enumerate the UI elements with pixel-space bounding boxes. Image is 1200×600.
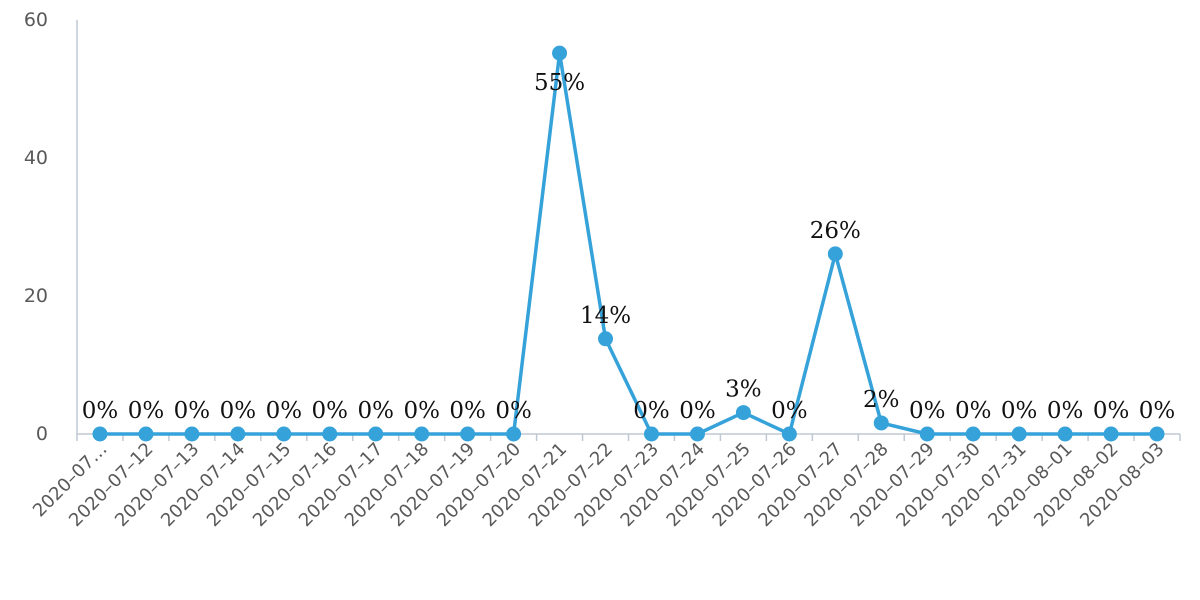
data-point xyxy=(92,426,108,442)
data-label: 0% xyxy=(128,398,165,424)
y-tick-label: 60 xyxy=(24,9,48,31)
data-point xyxy=(276,426,292,442)
data-point xyxy=(827,246,843,262)
data-label: 0% xyxy=(449,398,486,424)
data-point xyxy=(598,331,614,347)
y-tick-label: 0 xyxy=(36,423,48,445)
data-label: 2% xyxy=(863,387,900,413)
data-label: 0% xyxy=(174,398,211,424)
data-label: 14% xyxy=(580,303,631,329)
series-line-group xyxy=(100,51,1157,436)
data-label: 0% xyxy=(955,398,992,424)
data-point xyxy=(506,426,522,442)
data-label: 0% xyxy=(771,398,808,424)
data-point xyxy=(1149,426,1165,442)
data-point xyxy=(184,426,200,442)
y-tick-label: 40 xyxy=(24,147,48,169)
data-point xyxy=(322,426,338,442)
data-label: 0% xyxy=(220,398,257,424)
axes xyxy=(76,20,1180,435)
data-point xyxy=(1057,426,1073,442)
x-tick-labels: 2020–07…2020–07–122020–07–132020–07–1420… xyxy=(29,439,1169,531)
data-label: 3% xyxy=(725,377,762,403)
data-point xyxy=(919,426,935,442)
data-label: 0% xyxy=(1001,398,1038,424)
data-label: 0% xyxy=(1139,398,1176,424)
data-point xyxy=(735,405,751,421)
data-point xyxy=(1011,426,1027,442)
data-point xyxy=(965,426,981,442)
data-label: 0% xyxy=(403,398,440,424)
data-point xyxy=(414,426,430,442)
data-label: 0% xyxy=(679,398,716,424)
data-label: 0% xyxy=(495,398,532,424)
y-tick-label: 20 xyxy=(24,285,48,307)
data-point xyxy=(643,426,659,442)
data-point xyxy=(1103,426,1119,442)
data-label: 0% xyxy=(312,398,349,424)
data-label: 55% xyxy=(534,70,585,96)
data-point xyxy=(689,426,705,442)
series-line xyxy=(100,51,1157,436)
data-points xyxy=(92,45,1165,442)
data-label: 26% xyxy=(810,218,861,244)
data-point xyxy=(873,415,889,431)
data-label: 0% xyxy=(909,398,946,424)
data-label: 0% xyxy=(266,398,303,424)
data-point xyxy=(230,426,246,442)
y-tick-labels: 0 20 40 60 xyxy=(24,9,48,445)
data-point xyxy=(138,426,154,442)
data-point xyxy=(460,426,476,442)
data-point xyxy=(781,426,797,442)
data-label: 0% xyxy=(1093,398,1130,424)
data-label: 0% xyxy=(357,398,394,424)
data-label: 0% xyxy=(82,398,119,424)
data-point xyxy=(552,45,568,61)
data-labels: 0% 0% 0% 0% 0% 0% 0% 0% 0% 0% 55% 14% 0% 0% 3% 0% 26% 2% 0… xyxy=(82,70,1176,424)
data-point xyxy=(368,426,384,442)
data-label: 0% xyxy=(1047,398,1084,424)
data-label: 0% xyxy=(633,398,670,424)
